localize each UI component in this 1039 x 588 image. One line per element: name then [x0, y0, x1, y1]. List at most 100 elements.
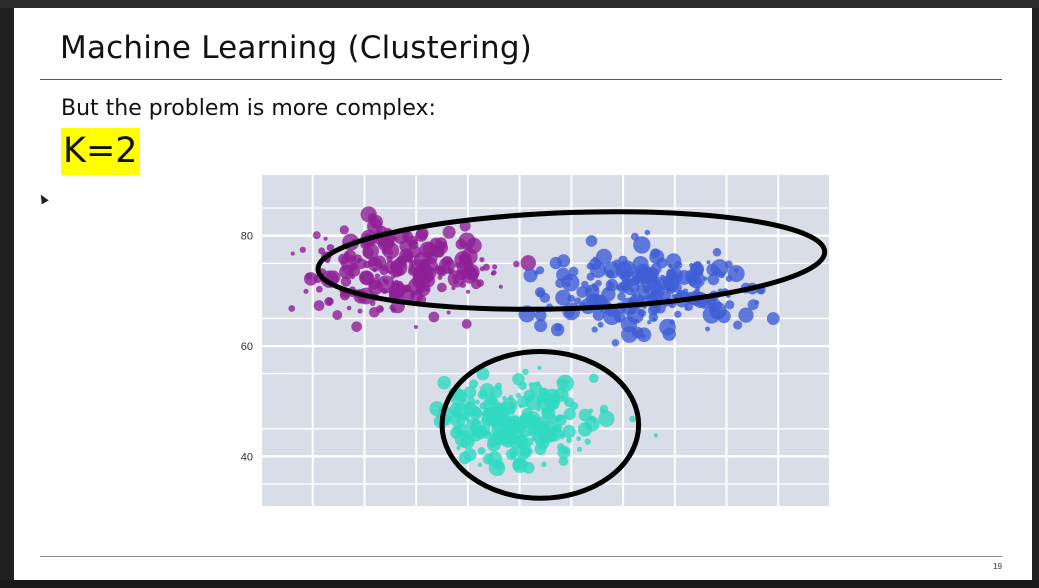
data-point [288, 305, 296, 312]
k-value-highlight: K=2 [61, 128, 140, 175]
data-point [685, 269, 700, 284]
data-point [379, 306, 384, 312]
data-point [598, 410, 615, 427]
data-point [471, 418, 482, 430]
data-point [585, 235, 598, 247]
data-point [493, 460, 505, 471]
data-point [396, 262, 404, 269]
data-point [537, 365, 542, 370]
data-point [290, 251, 295, 256]
data-point [592, 309, 605, 321]
page-number: 19 [993, 562, 1002, 571]
data-point [459, 281, 466, 288]
data-point [489, 394, 495, 399]
y-tick-label: 40 [241, 451, 253, 463]
data-point [479, 402, 487, 410]
data-point [455, 269, 467, 281]
data-point [551, 424, 561, 434]
data-point [519, 446, 531, 458]
data-point [505, 448, 518, 461]
data-point [536, 289, 545, 298]
data-point [482, 453, 494, 465]
data-point [312, 231, 321, 240]
data-point [340, 276, 352, 287]
data-point [538, 435, 544, 441]
data-point [597, 321, 604, 328]
data-point [584, 438, 591, 445]
footer-divider [40, 556, 1002, 557]
data-point [591, 326, 598, 333]
data-point [640, 333, 646, 339]
data-point [502, 395, 507, 401]
data-point [313, 300, 325, 311]
slide-subtitle: But the problem is more complex: [61, 96, 436, 121]
data-point [644, 229, 651, 236]
data-point [422, 242, 437, 257]
data-point [442, 225, 456, 239]
data-point [465, 418, 471, 423]
data-point [747, 299, 759, 311]
data-point [410, 263, 415, 268]
data-point [465, 402, 472, 409]
data-point [643, 292, 651, 300]
data-point [509, 404, 515, 409]
data-point [382, 278, 387, 283]
data-point [617, 317, 622, 322]
data-point [648, 312, 659, 323]
data-point [458, 451, 472, 465]
data-point [520, 255, 536, 271]
data-point [388, 283, 404, 300]
data-point [554, 323, 563, 332]
data-point [682, 288, 689, 295]
data-point [712, 247, 722, 257]
data-point [733, 320, 743, 330]
data-point [638, 308, 647, 317]
data-point [558, 378, 569, 389]
data-point [476, 367, 490, 381]
data-point [576, 446, 583, 452]
data-point [372, 223, 377, 229]
data-point [346, 305, 352, 311]
data-point [531, 430, 536, 436]
data-point [408, 254, 413, 259]
data-point [725, 275, 733, 282]
data-point [585, 284, 600, 299]
y-tick-label: 60 [241, 341, 253, 353]
annotation-ellipse [315, 209, 828, 312]
title-divider [40, 79, 1002, 80]
data-point [621, 326, 638, 343]
data-point [410, 290, 423, 303]
data-point [475, 399, 480, 405]
data-point [341, 267, 346, 272]
data-point [576, 286, 589, 298]
data-point [303, 272, 318, 286]
data-point [581, 280, 589, 289]
data-point [665, 284, 676, 295]
data-point [567, 294, 575, 303]
data-point [381, 287, 388, 294]
data-point [521, 407, 533, 419]
data-point [408, 245, 422, 259]
data-point [461, 319, 472, 329]
data-point [626, 278, 631, 283]
data-point [395, 267, 404, 276]
data-point [674, 310, 682, 318]
data-point [437, 275, 443, 280]
data-point [456, 445, 461, 451]
data-point [533, 270, 539, 276]
data-point [492, 264, 498, 270]
data-point [351, 321, 362, 332]
data-point [512, 372, 525, 386]
data-point [372, 268, 377, 273]
y-tick-label: 80 [241, 231, 253, 243]
data-point [637, 294, 646, 304]
data-point [562, 424, 576, 439]
data-point [576, 436, 582, 442]
data-point [546, 400, 553, 407]
data-point [555, 414, 563, 422]
data-point [299, 246, 306, 253]
data-point [412, 268, 430, 286]
data-point [523, 268, 538, 283]
data-point [671, 294, 676, 299]
data-point [377, 235, 394, 252]
